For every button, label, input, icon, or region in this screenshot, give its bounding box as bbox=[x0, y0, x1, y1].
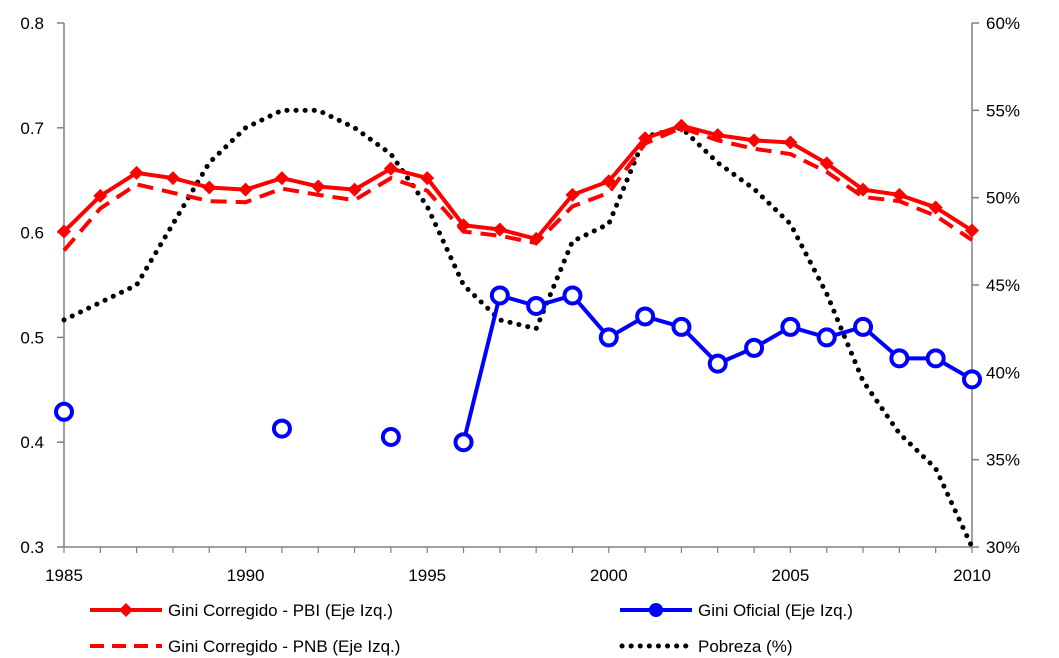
gini-oficial-point bbox=[671, 316, 692, 337]
gini-oficial-point bbox=[54, 401, 74, 422]
gini-oficial-point bbox=[635, 306, 656, 327]
gini-oficial-point bbox=[853, 316, 874, 337]
gini-pbi-point bbox=[710, 128, 725, 143]
right-axis-tick-label: 55% bbox=[986, 101, 1020, 120]
gini-pbi-point bbox=[456, 218, 471, 233]
legend-item: Pobreza (%) bbox=[619, 637, 792, 656]
gini-oficial-point bbox=[925, 348, 946, 369]
legend: Gini Corregido - PBI (Eje Izq.) Gini Ofic… bbox=[90, 601, 853, 656]
left-axis-tick-label: 0.8 bbox=[20, 14, 44, 33]
x-axis-tick-label: 2005 bbox=[771, 566, 809, 585]
left-axis-tick-label: 0.4 bbox=[20, 433, 44, 452]
axes: 0.3 0.4 0.5 0.6 0.7 0.8 30% 35% 40% 45% 50% 55% 60% 1… bbox=[20, 14, 1020, 585]
gini-pbi-point bbox=[783, 135, 798, 150]
right-axis-tick-label: 30% bbox=[986, 538, 1020, 557]
gini-pbi-point bbox=[529, 231, 544, 246]
gini-oficial-point bbox=[271, 418, 292, 439]
gini-pbi-point bbox=[129, 165, 144, 180]
x-axis-tick-label: 1985 bbox=[45, 566, 83, 585]
left-axis-tick-label: 0.3 bbox=[20, 538, 44, 557]
gini-pbi-point bbox=[638, 131, 653, 146]
legend-swatch-marker bbox=[119, 603, 133, 617]
left-axis-tick-label: 0.6 bbox=[20, 224, 44, 243]
gini-oficial-point bbox=[562, 285, 583, 306]
gini-oficial-point bbox=[453, 432, 474, 453]
left-axis-tick-label: 0.5 bbox=[20, 328, 44, 347]
gini-pbi-point bbox=[311, 179, 326, 194]
gini-oficial-point bbox=[489, 285, 510, 306]
legend-label: Gini Oficial (Eje Izq.) bbox=[698, 601, 853, 620]
gini-pbi-point bbox=[747, 133, 762, 148]
series-1 bbox=[62, 125, 974, 252]
left-axis-tick-label: 0.7 bbox=[20, 119, 44, 138]
gini-oficial-point bbox=[526, 295, 547, 316]
gini-pbi-point bbox=[93, 188, 108, 203]
series-2 bbox=[54, 285, 982, 453]
gini-oficial-point bbox=[707, 353, 728, 374]
legend-label: Gini Corregido - PNB (Eje Izq.) bbox=[168, 637, 400, 656]
gini-pbi-point bbox=[856, 182, 871, 197]
pobreza-line bbox=[61, 107, 975, 550]
legend-item: Gini Corregido - PBI (Eje Izq.) bbox=[90, 601, 393, 620]
gini-oficial-point bbox=[816, 327, 837, 348]
series-layer bbox=[54, 107, 982, 550]
gini-pbi-point bbox=[347, 182, 362, 197]
legend-label: Pobreza (%) bbox=[698, 637, 792, 656]
right-axis-tick-label: 45% bbox=[986, 276, 1020, 295]
x-axis-tick-label: 1990 bbox=[227, 566, 265, 585]
series-0 bbox=[57, 118, 979, 246]
x-axis-tick-label: 2000 bbox=[590, 566, 628, 585]
gini-pbi-point bbox=[965, 223, 979, 238]
x-axis-tick-label: 2010 bbox=[953, 566, 991, 585]
gini-pbi-point bbox=[928, 200, 943, 215]
gini-pbi-point bbox=[383, 161, 398, 176]
right-axis-tick-label: 50% bbox=[986, 189, 1020, 208]
gini-oficial-point bbox=[780, 316, 801, 337]
gini-oficial-point bbox=[889, 348, 910, 369]
gini-pnb-line bbox=[62, 125, 974, 252]
gini-pbi-point bbox=[57, 224, 71, 239]
gini-pbi-point bbox=[274, 171, 289, 186]
gini-pbi-point bbox=[601, 174, 616, 189]
gini-pbi-point bbox=[492, 222, 507, 237]
legend-label: Gini Corregido - PBI (Eje Izq.) bbox=[168, 601, 393, 620]
series-3 bbox=[61, 107, 975, 550]
right-axis-tick-label: 40% bbox=[986, 363, 1020, 382]
gini-oficial-point bbox=[598, 327, 619, 348]
right-axis-tick-label: 35% bbox=[986, 451, 1020, 470]
gini-pbi-point bbox=[674, 118, 689, 133]
right-axis-tick-label: 60% bbox=[986, 14, 1020, 33]
gini-oficial-point bbox=[744, 337, 765, 358]
x-axis-tick-label: 1995 bbox=[408, 566, 446, 585]
gini-pbi-point bbox=[202, 180, 217, 195]
gini-pbi-point bbox=[238, 182, 253, 197]
gini-oficial-point bbox=[380, 426, 401, 447]
legend-swatch-marker bbox=[649, 603, 663, 617]
legend-item: Gini Corregido - PNB (Eje Izq.) bbox=[90, 637, 400, 656]
legend-item: Gini Oficial (Eje Izq.) bbox=[620, 601, 853, 620]
gini-pbi-point bbox=[420, 171, 435, 186]
gini-oficial-point bbox=[962, 369, 982, 390]
gini-pbi-point bbox=[819, 156, 834, 171]
gini-pbi-point bbox=[892, 187, 907, 202]
gini-pbi-point bbox=[165, 171, 180, 186]
gini-pbi-point bbox=[565, 187, 580, 202]
